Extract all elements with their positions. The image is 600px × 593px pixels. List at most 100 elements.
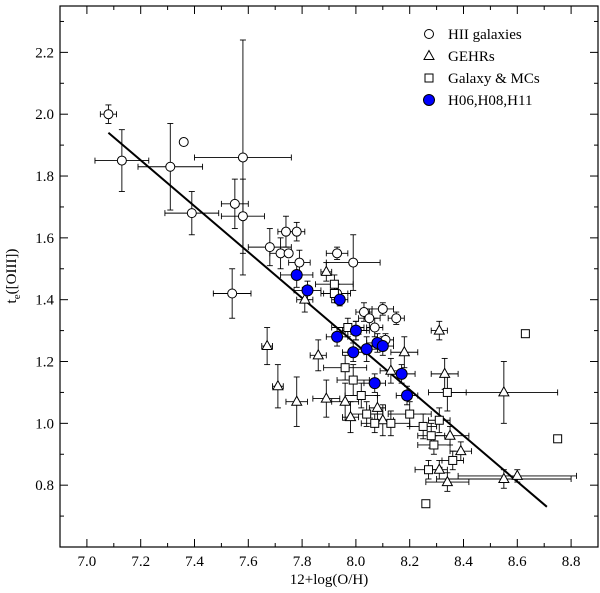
circle-point xyxy=(348,257,359,268)
y-tick-label: 1.4 xyxy=(35,293,54,309)
plot-frame xyxy=(59,5,599,548)
square-point xyxy=(329,279,339,289)
square-point xyxy=(429,440,439,450)
y-axis-label-sub: e xyxy=(11,294,23,299)
legend-marker xyxy=(424,29,434,39)
x-tick-label: 8.0 xyxy=(347,554,366,570)
x-tick-label: 7.2 xyxy=(131,554,150,570)
triangle-point xyxy=(320,392,333,403)
square-point xyxy=(356,391,366,401)
circle-point xyxy=(291,226,302,237)
square-point xyxy=(348,375,358,385)
triangle-point xyxy=(444,429,456,440)
legend-marker xyxy=(424,73,434,83)
circle-point xyxy=(347,346,360,359)
triangle-point xyxy=(290,395,303,406)
y-tick-label: 1.8 xyxy=(35,169,54,185)
y-tick-label: 2.2 xyxy=(35,45,54,61)
y-tick-label: 1.0 xyxy=(35,416,54,432)
y-tick-label: 2.0 xyxy=(35,107,54,123)
square-point xyxy=(370,418,380,428)
triangle-point xyxy=(339,395,351,406)
triangle-point xyxy=(312,348,325,360)
circle-point xyxy=(369,322,380,333)
x-tick-label: 8.8 xyxy=(562,554,581,570)
circle-point xyxy=(178,137,189,148)
legend-label: Galaxy & MCs xyxy=(448,71,540,87)
data-points xyxy=(103,109,563,509)
circle-point xyxy=(227,288,238,299)
triangle-point xyxy=(385,364,397,375)
legend-marker xyxy=(423,94,435,106)
triangle-point xyxy=(511,469,524,480)
square-point xyxy=(434,415,444,425)
x-tick-label: 7.6 xyxy=(239,554,258,570)
legend: HII galaxies GEHRs Galaxy & MCs H06,H08,H11 xyxy=(423,27,540,109)
circle-point xyxy=(358,307,369,318)
triangle-point xyxy=(371,401,384,412)
circle-point xyxy=(391,313,402,324)
legend-label: H06,H08,H11 xyxy=(448,93,532,109)
circle-point xyxy=(401,389,414,402)
circle-point xyxy=(333,293,346,306)
x-tick-label: 8.4 xyxy=(454,554,473,570)
y-axis-label-main: t xyxy=(4,298,20,303)
x-tick-label: 8.6 xyxy=(508,554,527,570)
square-point xyxy=(426,431,436,441)
y-tick-label: 1.2 xyxy=(35,355,54,371)
square-point xyxy=(553,434,563,444)
circle-point xyxy=(237,152,248,163)
legend-label: GEHRs xyxy=(448,49,495,65)
fit-line xyxy=(107,131,548,508)
circle-point xyxy=(332,248,343,259)
triangle-point xyxy=(498,472,510,483)
square-point xyxy=(340,363,350,373)
circle-point xyxy=(331,330,344,343)
triangle-point xyxy=(298,293,311,304)
circle-point xyxy=(376,340,389,353)
square-point xyxy=(386,418,396,428)
circle-point xyxy=(349,324,362,337)
triangle-point xyxy=(261,339,273,351)
square-point xyxy=(405,409,415,419)
circle-point xyxy=(165,161,176,172)
circle-point xyxy=(103,109,114,120)
triangle-point xyxy=(344,410,357,422)
y-axis-label-rest: ([OIII]) xyxy=(4,249,20,295)
square-point xyxy=(362,409,372,419)
circle-point xyxy=(360,343,373,356)
triangle-point xyxy=(433,463,446,474)
y-axis-label: te([OIII]) xyxy=(4,249,23,304)
legend-label: HII galaxies xyxy=(448,27,522,43)
circle-point xyxy=(290,268,303,281)
circle-point xyxy=(364,313,375,324)
legend-marker xyxy=(423,49,435,60)
axis-ticks: 7.0 7.2 7.4 7.6 7.8 8.0 8.2 8.4 8.6 8.8 0.8 1.0 1.2 1… xyxy=(35,6,598,570)
square-point xyxy=(520,329,530,339)
circle-point xyxy=(229,198,240,209)
y-tick-label: 0.8 xyxy=(35,478,54,494)
circle-point xyxy=(377,303,388,314)
square-point xyxy=(442,387,452,397)
triangle-point xyxy=(376,413,389,425)
circle-point xyxy=(368,377,381,390)
triangle-point xyxy=(441,475,454,487)
square-point xyxy=(418,421,428,431)
triangle-point xyxy=(433,324,446,335)
square-point xyxy=(421,499,431,509)
circle-point xyxy=(116,155,127,166)
x-axis-label: 12+log(O/H) xyxy=(290,572,368,588)
square-point xyxy=(424,465,434,475)
x-tick-label: 7.0 xyxy=(78,554,97,570)
square-point xyxy=(448,455,458,465)
x-tick-label: 8.2 xyxy=(400,554,419,570)
triangle-point xyxy=(272,379,284,391)
circle-point xyxy=(294,257,305,268)
circle-point xyxy=(280,226,291,237)
triangle-point xyxy=(398,345,411,357)
y-tick-label: 1.6 xyxy=(35,231,54,247)
triangle-point xyxy=(454,444,467,456)
circle-point xyxy=(395,367,408,380)
